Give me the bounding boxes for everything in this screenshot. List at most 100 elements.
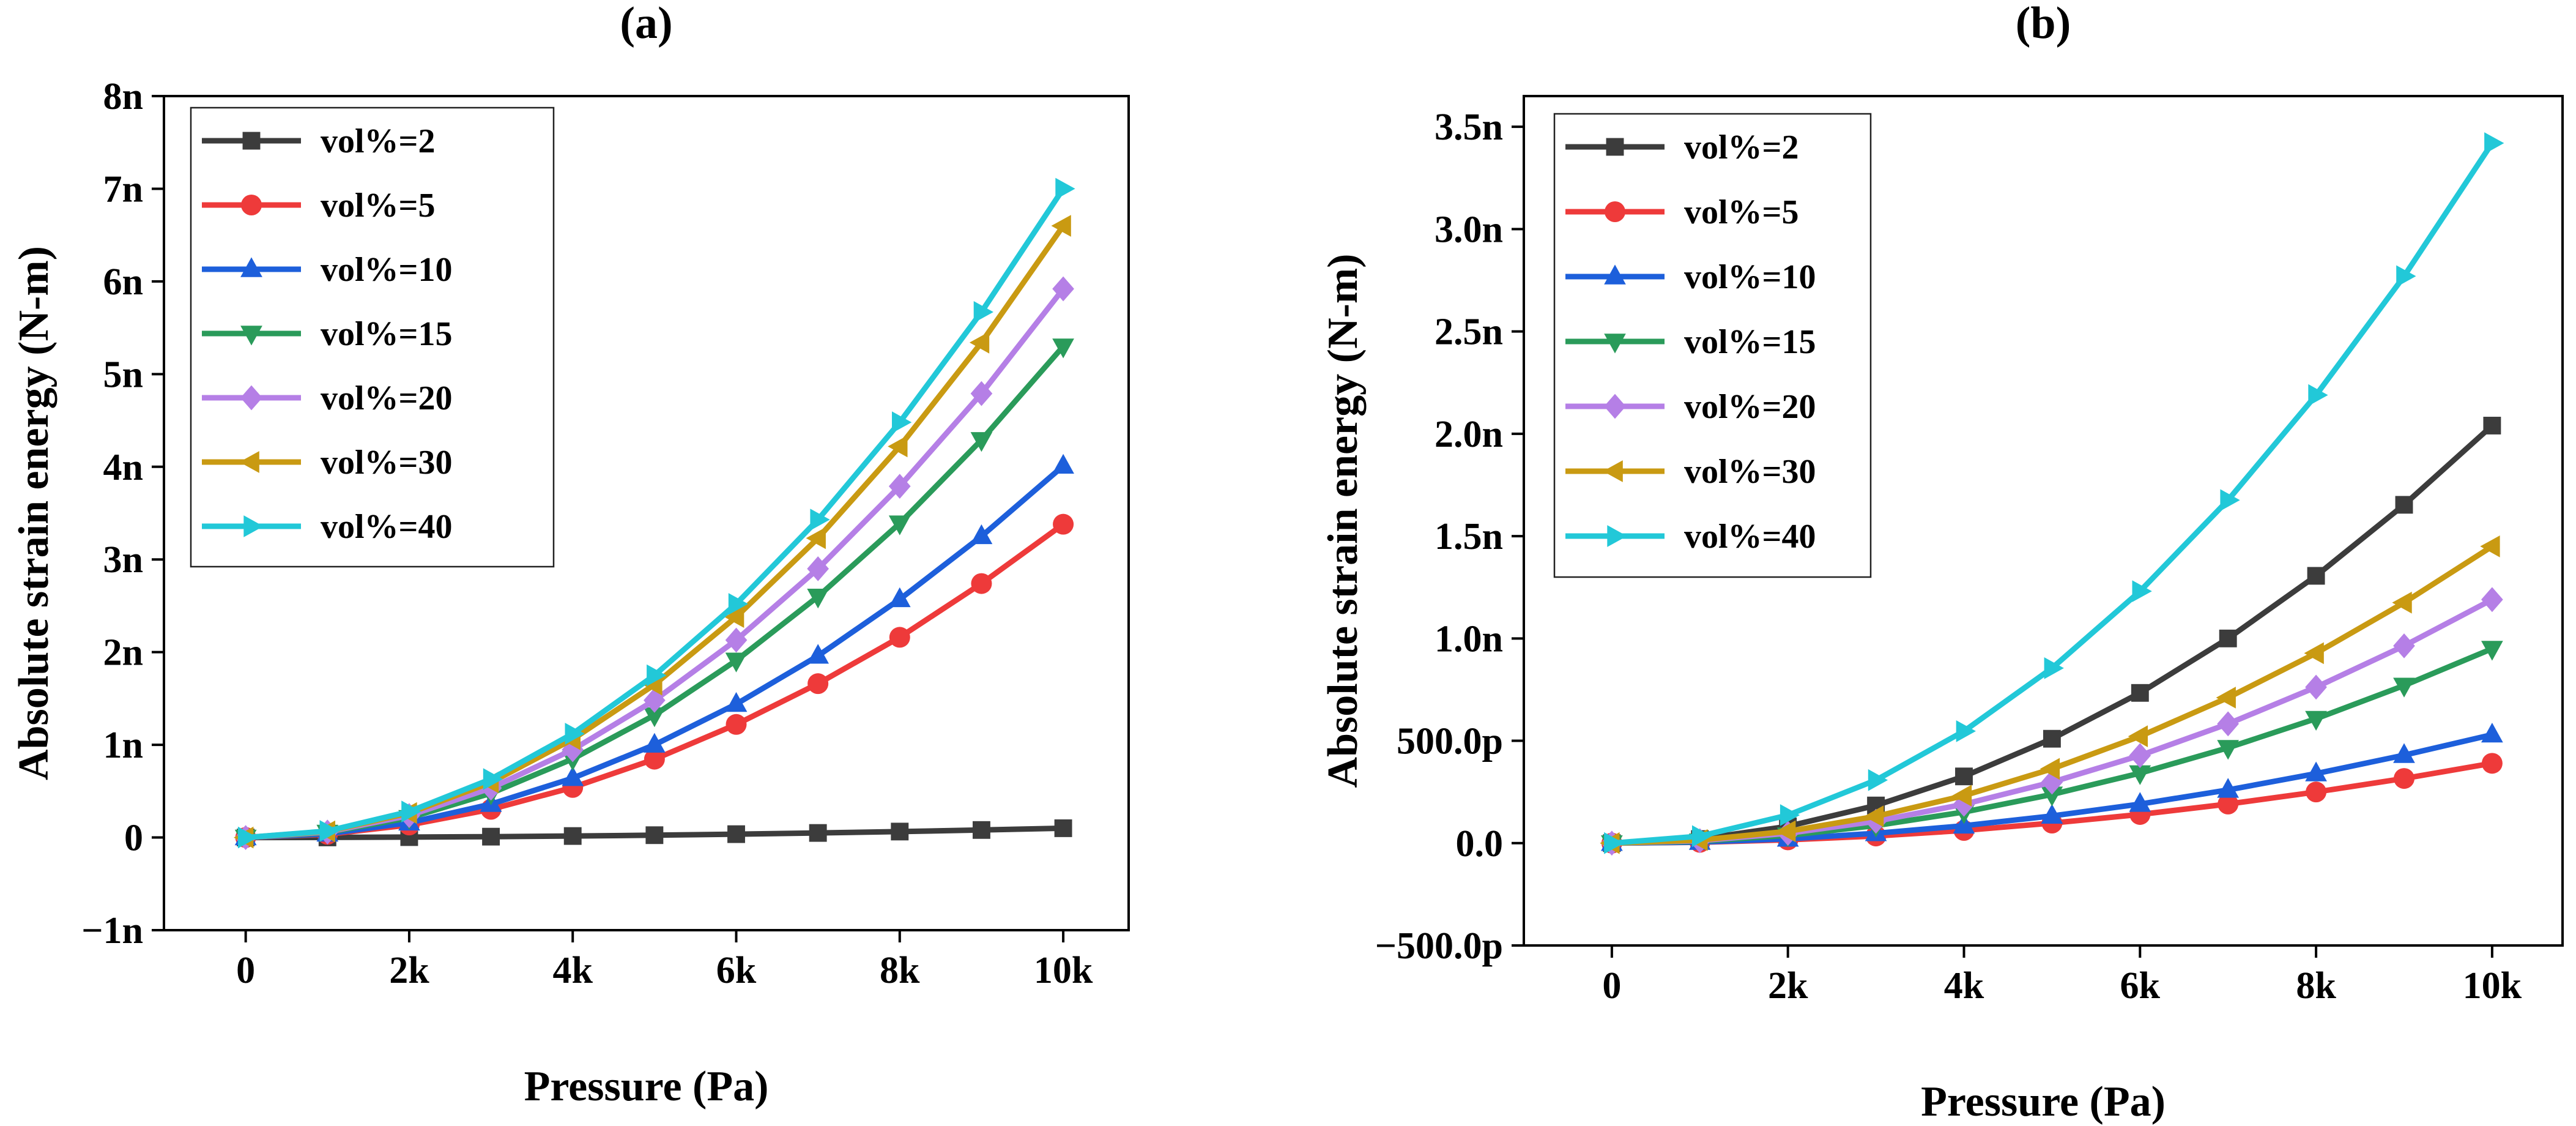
data-point bbox=[2393, 633, 2415, 658]
data-point bbox=[1951, 785, 1972, 807]
data-point bbox=[810, 509, 830, 531]
data-point bbox=[1051, 215, 1071, 237]
legend-entry: vol%=30 bbox=[321, 444, 452, 482]
y-tick-label: −500.0p bbox=[1375, 925, 1503, 967]
data-point bbox=[2131, 684, 2149, 702]
data-point bbox=[2483, 417, 2501, 434]
data-point bbox=[2480, 535, 2500, 557]
legend-marker bbox=[243, 515, 264, 537]
data-point bbox=[891, 822, 909, 841]
data-point bbox=[973, 301, 993, 323]
data-point bbox=[1868, 769, 1888, 791]
data-point bbox=[1692, 825, 1712, 848]
x-tick-label: 10k bbox=[2463, 965, 2522, 1007]
data-point bbox=[2043, 729, 2061, 748]
data-point bbox=[2307, 567, 2325, 585]
data-point bbox=[644, 748, 665, 770]
x-tick-label: 8k bbox=[2296, 965, 2336, 1007]
data-point bbox=[888, 587, 911, 608]
data-point bbox=[2041, 786, 2063, 807]
legend-marker bbox=[1604, 393, 1626, 419]
data-point bbox=[807, 589, 829, 609]
legend-entry: vol%=20 bbox=[1684, 388, 1816, 426]
legend-entry: vol%=15 bbox=[321, 315, 452, 353]
data-point bbox=[2393, 768, 2415, 789]
x-tick-label: 2k bbox=[389, 950, 429, 991]
y-tick-label: 0 bbox=[124, 818, 143, 859]
legend-marker bbox=[241, 195, 262, 215]
legend-entry: vol%=40 bbox=[1684, 518, 1816, 556]
legend-entry: vol%=20 bbox=[321, 379, 452, 417]
x-axis-title: Pressure (Pa) bbox=[524, 1063, 769, 1110]
data-point bbox=[2128, 725, 2148, 747]
data-point bbox=[2393, 677, 2415, 698]
data-point bbox=[562, 766, 584, 786]
data-point bbox=[725, 692, 748, 712]
data-point bbox=[807, 673, 829, 695]
data-point bbox=[2484, 132, 2504, 154]
data-point bbox=[2220, 489, 2240, 512]
legend-marker bbox=[242, 132, 261, 150]
data-point bbox=[2396, 265, 2416, 288]
y-axis-title: Absolute strain energy (N-m) bbox=[10, 246, 58, 780]
data-point bbox=[970, 432, 993, 452]
data-point bbox=[2041, 803, 2063, 824]
legend-marker bbox=[240, 326, 262, 346]
data-point bbox=[2395, 496, 2413, 514]
x-tick-label: 6k bbox=[2120, 965, 2161, 1007]
y-tick-label: 1.5n bbox=[1435, 516, 1503, 557]
data-point bbox=[1053, 513, 1074, 535]
legend-entry: vol%=10 bbox=[1684, 258, 1816, 296]
x-tick-label: 4k bbox=[552, 950, 593, 991]
data-point bbox=[2481, 641, 2503, 661]
data-point bbox=[2129, 743, 2151, 768]
x-tick-label: 6k bbox=[716, 950, 757, 991]
data-point bbox=[2393, 743, 2415, 763]
legend: vol%=2 vol%=5 vol%=10 vol%=15 vol%=20 vol%=30… bbox=[190, 106, 555, 568]
data-point bbox=[972, 821, 990, 839]
x-axis-title: Pressure (Pa) bbox=[1921, 1078, 2166, 1125]
data-point bbox=[2218, 793, 2239, 815]
data-point bbox=[806, 527, 826, 550]
chart-panel-b: (b) 0 2k 4k 6k 8k 10k −500.0p 0.0 500.0p 1.0n 1.5n 2… bbox=[1320, 0, 2564, 1125]
y-axis-title: Absolute strain energy (N-m) bbox=[1320, 254, 1367, 788]
data-point bbox=[2481, 723, 2503, 743]
data-point bbox=[1956, 720, 1976, 742]
x-tick-label: 10k bbox=[1034, 950, 1093, 991]
data-point bbox=[2040, 758, 2060, 780]
series-vol%=30 bbox=[1600, 535, 2500, 854]
data-point bbox=[2132, 580, 2152, 602]
plot-frame bbox=[1523, 95, 2564, 947]
y-tick-label: 5n bbox=[103, 354, 143, 395]
data-point bbox=[1052, 338, 1074, 359]
y-tick-label: 2.5n bbox=[1435, 311, 1503, 353]
panel-label: (b) bbox=[2016, 0, 2071, 48]
data-point bbox=[401, 800, 421, 822]
data-point bbox=[563, 827, 582, 845]
y-tick-label: 500.0p bbox=[1397, 721, 1503, 762]
data-point bbox=[2305, 674, 2327, 700]
legend-entry: vol%=2 bbox=[1684, 129, 1798, 166]
y-tick-label: −1n bbox=[81, 910, 143, 952]
data-point bbox=[482, 827, 500, 846]
data-point bbox=[645, 826, 664, 844]
legend-marker bbox=[239, 451, 259, 473]
data-point bbox=[2306, 781, 2327, 803]
data-point bbox=[1054, 819, 1072, 837]
data-point bbox=[2219, 629, 2237, 647]
legend-marker bbox=[1603, 460, 1623, 482]
legend-box bbox=[1553, 113, 1872, 578]
legend-marker bbox=[1604, 264, 1626, 285]
data-point bbox=[1052, 453, 1074, 474]
legend-marker bbox=[1607, 525, 1627, 547]
data-point bbox=[483, 768, 503, 790]
data-point bbox=[2481, 753, 2503, 774]
legend-marker bbox=[1606, 138, 1624, 156]
y-tick-label: 1.0n bbox=[1435, 618, 1503, 660]
data-point bbox=[2304, 642, 2324, 665]
panel-label: (a) bbox=[620, 0, 672, 48]
legend: vol%=2 vol%=5 vol%=10 vol%=15 vol%=20 vol%=30… bbox=[1553, 113, 1872, 578]
plot-frame bbox=[163, 95, 1130, 931]
y-tick-label: 3n bbox=[103, 539, 143, 581]
